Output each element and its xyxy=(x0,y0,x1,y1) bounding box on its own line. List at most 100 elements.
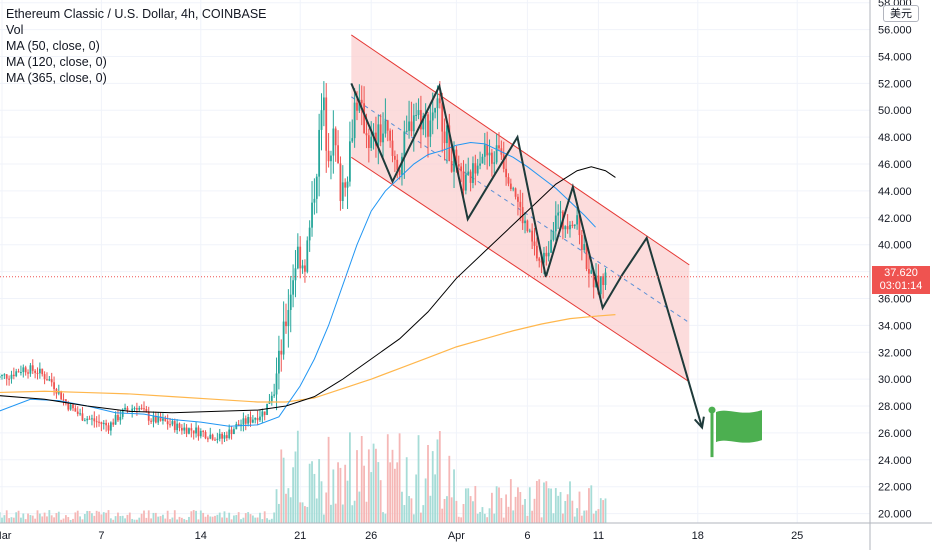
volume-bar xyxy=(585,510,588,523)
volume-bar xyxy=(564,501,567,523)
volume-bar xyxy=(20,517,22,523)
volume-bar xyxy=(36,510,39,523)
candle-body xyxy=(273,394,276,396)
volume-bar xyxy=(417,435,420,523)
candle-body xyxy=(457,164,460,167)
volume-bar xyxy=(126,514,129,523)
volume-bar xyxy=(306,506,309,523)
volume-bar xyxy=(183,519,186,523)
volume-bar xyxy=(249,514,252,523)
candle-body xyxy=(292,280,294,295)
candle-body xyxy=(334,128,337,146)
volume-bar xyxy=(27,513,29,523)
candle-body xyxy=(384,120,387,134)
candle-body xyxy=(438,98,441,104)
candle-body xyxy=(119,416,122,421)
volume-bar xyxy=(95,510,98,523)
volume-bar xyxy=(199,510,202,523)
candle-body xyxy=(462,171,465,191)
currency-button[interactable]: 美元 xyxy=(883,5,919,22)
volume-bar xyxy=(301,502,304,523)
candle-body xyxy=(0,376,1,378)
candle-body xyxy=(405,130,408,132)
candle-body xyxy=(8,378,10,380)
candle-body xyxy=(441,103,444,132)
volume-bar xyxy=(318,459,321,523)
volume-bar xyxy=(237,512,240,523)
y-tick-label: 48.000 xyxy=(878,132,912,144)
volume-bar xyxy=(550,488,552,523)
volume-bar xyxy=(128,512,131,523)
candle-body xyxy=(65,399,67,404)
candle-body xyxy=(580,235,583,250)
volume-bar xyxy=(287,488,290,523)
volume-bar xyxy=(377,462,380,523)
candle-body xyxy=(192,430,195,434)
volume-bar xyxy=(53,517,55,523)
candle-body xyxy=(379,124,382,143)
volume-bar xyxy=(590,485,593,523)
volume-bar xyxy=(554,488,557,523)
volume-bar xyxy=(358,491,361,523)
x-tick-label: 25 xyxy=(791,530,803,542)
candle-body xyxy=(604,272,607,286)
candle-body xyxy=(294,268,297,281)
candle-body xyxy=(131,408,134,412)
candle-body xyxy=(576,215,578,225)
candle-body xyxy=(81,413,84,421)
candle-body xyxy=(318,129,321,177)
volume-bar xyxy=(223,511,226,523)
volume-bar xyxy=(235,515,238,523)
candle-body xyxy=(320,110,323,130)
candle-body xyxy=(531,230,534,242)
volume-bar xyxy=(1,517,3,523)
volume-bar xyxy=(495,486,498,523)
y-tick-label: 22.000 xyxy=(878,482,912,494)
volume-bar xyxy=(491,492,493,523)
volume-bar xyxy=(505,494,507,523)
candle-body xyxy=(557,212,560,216)
candle-body xyxy=(526,220,529,232)
chart-legend: Ethereum Classic / U.S. Dollar, 4h, COIN… xyxy=(6,6,267,86)
candle-body xyxy=(251,419,254,423)
candle-body xyxy=(543,252,545,263)
candle-body xyxy=(429,120,432,137)
symbol-title[interactable]: Ethereum Classic / U.S. Dollar, 4h, COIN… xyxy=(6,7,267,21)
indicator-ma120[interactable]: MA (120, close, 0) xyxy=(6,55,107,69)
candle-body xyxy=(204,431,207,439)
volume-bar xyxy=(43,512,46,523)
volume-bar xyxy=(282,457,285,523)
volume-bar xyxy=(162,514,164,523)
candle-body xyxy=(183,427,186,431)
volume-bar xyxy=(420,512,422,523)
volume-bar xyxy=(360,436,363,523)
y-tick-label: 24.000 xyxy=(878,455,912,467)
volume-bar xyxy=(592,513,595,523)
candle-body xyxy=(199,430,202,437)
volume-bar xyxy=(604,498,607,523)
candle-body xyxy=(460,166,463,172)
candle-body xyxy=(22,367,25,373)
volume-bar xyxy=(3,515,6,523)
y-tick-label: 28.000 xyxy=(878,401,912,413)
indicator-vol[interactable]: Vol xyxy=(6,23,24,37)
candle-body xyxy=(341,182,344,202)
candle-body xyxy=(332,128,335,156)
volume-bar xyxy=(50,515,53,523)
candle-body xyxy=(304,265,306,272)
indicator-ma365[interactable]: MA (365, close, 0) xyxy=(6,71,107,85)
candle-body xyxy=(431,112,434,121)
volume-bar xyxy=(147,510,150,523)
volume-bar xyxy=(8,518,10,523)
volume-bar xyxy=(216,514,219,523)
volume-bar xyxy=(517,487,519,523)
candle-body xyxy=(20,372,22,374)
volume-bar xyxy=(88,511,91,523)
candle-body xyxy=(443,131,446,144)
volume-bar xyxy=(372,443,375,523)
volume-bar xyxy=(597,509,600,523)
candle-body xyxy=(57,391,60,394)
volume-bar xyxy=(176,519,179,523)
indicator-ma50[interactable]: MA (50, close, 0) xyxy=(6,39,100,53)
candle-body xyxy=(422,115,425,130)
